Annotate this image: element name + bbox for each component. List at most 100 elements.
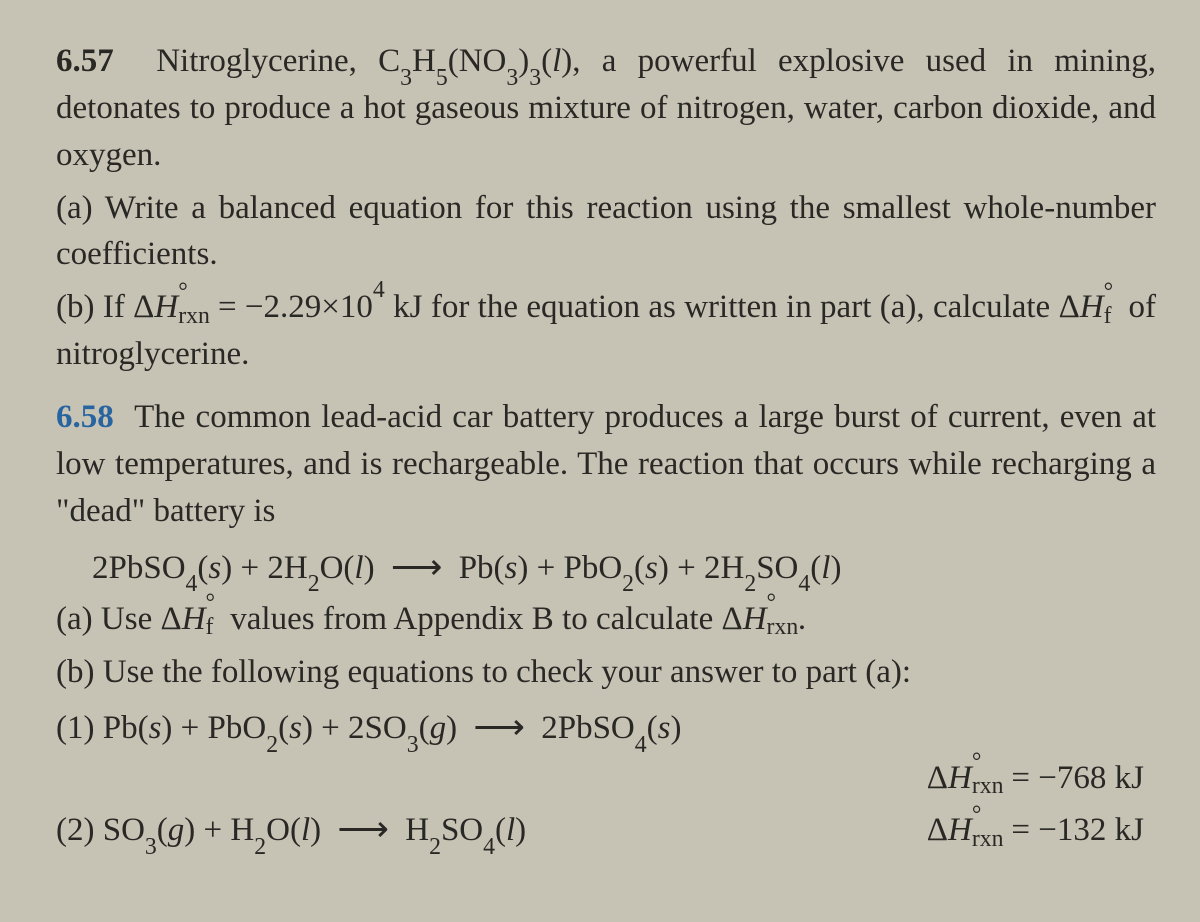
subscript: 2 <box>744 571 756 597</box>
delta-h: H <box>743 601 767 637</box>
delta-h: H <box>182 601 206 637</box>
text: . <box>798 601 806 637</box>
text: O( <box>320 550 355 586</box>
rxn-sub: rxn <box>767 611 799 645</box>
text: ( <box>495 812 506 848</box>
state-liquid: l <box>552 43 561 79</box>
text: SO <box>441 812 483 848</box>
text: ( <box>419 710 430 746</box>
text: ) + PbO <box>161 710 266 746</box>
text <box>135 43 156 79</box>
text: ) <box>364 550 375 586</box>
text: H <box>412 43 436 79</box>
problem-658-intro: 6.58 The common lead-acid car battery pr… <box>56 394 1156 535</box>
text: ) + 2SO <box>302 710 407 746</box>
reaction-1-row: (1) Pb(s) + PbO2(s) + 2SO3(g) ⟶ 2PbSO4(s… <box>56 701 1156 752</box>
text: O( <box>266 812 301 848</box>
part-label-a: (a) <box>56 601 101 637</box>
delta-h: H <box>948 812 972 848</box>
text: ( <box>634 550 645 586</box>
reaction-2-left: (2) SO3(g) + H2O(l) ⟶ H2SO4(l) <box>56 803 526 854</box>
rxn-sub: rxn <box>972 823 1004 857</box>
subscript: 4 <box>798 571 810 597</box>
state-gas: g <box>430 710 447 746</box>
subscript: 3 <box>529 65 541 91</box>
text: ( <box>278 710 289 746</box>
subscript: 2 <box>308 571 320 597</box>
problem-658-part-b: (b) Use the following equations to check… <box>56 649 1156 696</box>
text: Pb( <box>459 550 505 586</box>
reaction-arrow-icon: ⟶ <box>383 542 451 593</box>
subscript: 3 <box>400 65 412 91</box>
delta-h: H <box>1080 289 1104 325</box>
text: = −2.29×10 <box>210 289 373 325</box>
reaction-label-1: (1) <box>56 710 103 746</box>
part-label-b: (b) <box>56 654 103 690</box>
subscript: 2 <box>254 834 266 860</box>
reaction-1-left: (1) Pb(s) + PbO2(s) + 2SO3(g) ⟶ 2PbSO4(s… <box>56 701 681 752</box>
text: Pb( <box>103 710 149 746</box>
value: = −132 kJ <box>1003 812 1144 848</box>
problem-number-658: 6.58 <box>56 399 114 435</box>
subscript: 4 <box>635 732 647 758</box>
text: ( <box>810 550 821 586</box>
state-liquid: l <box>301 812 310 848</box>
problem-657-part-b: (b) If ΔH°rxn = −2.29×104 kJ for the equ… <box>56 284 1156 378</box>
state-solid: s <box>289 710 302 746</box>
reaction-1-dh-value: ΔH°rxn = −768 kJ <box>927 755 1144 802</box>
text: 2PbSO <box>92 550 186 586</box>
subscript: 3 <box>506 65 518 91</box>
state-liquid: l <box>354 550 363 586</box>
problem-number-657: 6.57 <box>56 43 114 79</box>
state-solid: s <box>645 550 658 586</box>
state-solid: s <box>658 710 671 746</box>
problem-658-part-a: (a) Use ΔH°f values from Appendix B to c… <box>56 596 1156 643</box>
subscript: 4 <box>483 834 495 860</box>
text: Use the following equations to check you… <box>103 654 911 690</box>
exponent: 4 <box>373 277 385 303</box>
reaction-arrow-icon: ⟶ <box>329 804 397 855</box>
reaction-2-dh-value: ΔH°rxn = −132 kJ <box>927 807 1144 854</box>
text: Write a balanced equation for this react… <box>56 190 1156 273</box>
text: The common lead-acid car battery produce… <box>56 399 1156 529</box>
text: Nitroglycerine, C <box>156 43 400 79</box>
problem-657-intro: 6.57 Nitroglycerine, C3H5(NO3)3(l), a po… <box>56 38 1156 179</box>
text: ( <box>197 550 208 586</box>
delta-h: H <box>948 760 972 796</box>
text: Use Δ <box>101 601 182 637</box>
delta-h: H <box>154 289 178 325</box>
text <box>124 399 134 435</box>
part-label-a: (a) <box>56 190 105 226</box>
text: ) + H <box>184 812 254 848</box>
state-liquid: l <box>506 812 515 848</box>
value: = −768 kJ <box>1003 760 1144 796</box>
f-sub: f <box>206 611 214 645</box>
text: ) <box>515 812 526 848</box>
text: ( <box>541 43 552 79</box>
subscript: 5 <box>436 65 448 91</box>
text: 2PbSO <box>541 710 635 746</box>
subscript: 3 <box>407 732 419 758</box>
text: kJ for the equation as written in part (… <box>385 289 1080 325</box>
text: ) + 2H <box>221 550 307 586</box>
text: H <box>405 812 429 848</box>
reaction-1-dh-row: ΔH°rxn = −768 kJ <box>56 755 1156 802</box>
f-sub: f <box>1104 300 1112 334</box>
textbook-page: 6.57 Nitroglycerine, C3H5(NO3)3(l), a po… <box>56 38 1156 855</box>
text: ) + PbO <box>517 550 622 586</box>
part-label-b: (b) <box>56 289 103 325</box>
text: SO <box>103 812 145 848</box>
text: If Δ <box>103 289 155 325</box>
text: ) <box>518 43 529 79</box>
rxn-sub: rxn <box>178 300 210 334</box>
state-solid: s <box>149 710 162 746</box>
text: ) <box>830 550 841 586</box>
reaction-2-row: (2) SO3(g) + H2O(l) ⟶ H2SO4(l) ΔH°rxn = … <box>56 803 1156 854</box>
main-equation: 2PbSO4(s) + 2H2O(l) ⟶ Pb(s) + PbO2(s) + … <box>92 541 1156 592</box>
text: SO <box>756 550 798 586</box>
reaction-arrow-icon: ⟶ <box>465 702 533 753</box>
subscript: 2 <box>429 834 441 860</box>
state-gas: g <box>168 812 185 848</box>
subscript: 3 <box>145 834 157 860</box>
subscript: 4 <box>186 571 198 597</box>
